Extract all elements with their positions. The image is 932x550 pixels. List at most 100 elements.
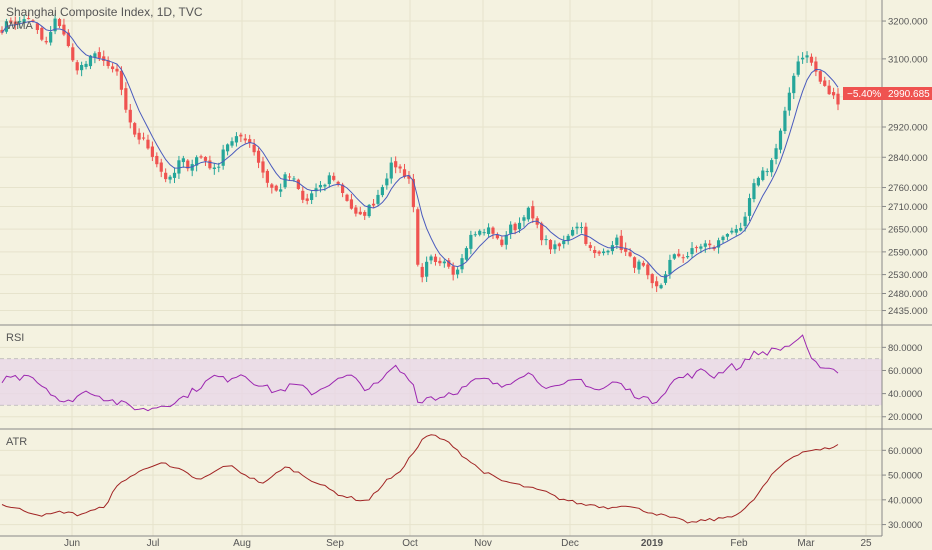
candle-body	[44, 41, 48, 43]
candle-body	[279, 189, 283, 192]
candle-body	[641, 262, 645, 266]
rsi-line	[1, 334, 839, 412]
candle-body	[296, 179, 300, 189]
atr-label: ATR	[6, 436, 28, 448]
candle-body	[823, 80, 827, 86]
x-tick-label: Sep	[326, 538, 344, 549]
candle-body	[783, 110, 787, 132]
candle-body	[478, 230, 482, 235]
candle-body	[619, 235, 623, 250]
candle-body	[522, 217, 526, 221]
candle-body	[500, 239, 504, 246]
candle-body	[628, 252, 632, 257]
candle-body	[562, 240, 566, 245]
candle-body	[637, 261, 641, 270]
wma-label: WMA	[6, 20, 33, 32]
candle-body	[765, 171, 769, 173]
candle-body	[566, 235, 570, 241]
candle-body	[110, 66, 115, 70]
candle-body	[460, 258, 464, 270]
candle-body	[509, 224, 513, 234]
y-tick-label: 60.0000	[888, 446, 922, 457]
candle-body	[349, 199, 354, 209]
candle-body	[62, 24, 66, 35]
candle-body	[146, 139, 150, 149]
candle-body	[588, 245, 592, 248]
candle-body	[336, 181, 340, 184]
candle-body	[792, 75, 796, 94]
candle-body	[261, 161, 265, 173]
candle-body	[796, 61, 800, 75]
x-tick-label: 2019	[641, 538, 664, 549]
candle-body	[831, 92, 836, 96]
candle-body	[672, 254, 676, 259]
candle-body	[71, 47, 75, 61]
candle-body	[150, 146, 154, 157]
candle-body	[168, 176, 172, 180]
candle-body	[301, 190, 305, 200]
last-price-value: 2990.685	[888, 89, 930, 100]
y-tick-label: 2650.000	[888, 225, 928, 236]
candle-body	[504, 234, 508, 245]
candle-body	[345, 194, 349, 201]
y-tick-label: 40.0000	[888, 389, 922, 400]
candle-body	[659, 285, 663, 289]
candle-body	[690, 248, 694, 255]
candle-body	[141, 137, 146, 139]
candle-body	[49, 32, 53, 43]
candle-body	[128, 109, 132, 123]
candles	[0, 12, 840, 293]
last-price-change: −5.40%	[847, 89, 881, 100]
candle-body	[26, 18, 31, 20]
x-tick-label: Mar	[797, 538, 815, 549]
candle-body	[199, 156, 203, 158]
candle-body	[486, 227, 491, 235]
x-tick-label: Jun	[64, 538, 80, 549]
candle-body	[283, 174, 287, 188]
candle-body	[433, 256, 438, 262]
candle-body	[402, 169, 407, 177]
candle-body	[323, 184, 327, 187]
candle-body	[80, 65, 84, 71]
candle-body	[358, 211, 362, 215]
candle-body	[703, 243, 707, 247]
candle-body	[725, 233, 730, 237]
candle-body	[575, 226, 579, 229]
y-tick-label: 2710.000	[888, 202, 928, 213]
candle-body	[248, 139, 252, 143]
candle-body	[801, 57, 805, 60]
candle-body	[836, 93, 840, 105]
candle-body	[557, 243, 561, 247]
candle-body	[398, 166, 402, 169]
candle-body	[93, 53, 97, 58]
last-price-marker	[843, 87, 882, 100]
grid	[0, 0, 882, 536]
candle-body	[137, 132, 141, 140]
candle-body	[708, 243, 712, 246]
candle-body	[579, 227, 584, 229]
candle-body	[234, 136, 239, 143]
candle-body	[106, 60, 110, 67]
candle-body	[482, 232, 486, 234]
candle-body	[332, 175, 336, 180]
candle-body	[601, 251, 606, 254]
atr-line	[1, 434, 839, 524]
candle-body	[88, 55, 93, 67]
candle-body	[354, 207, 358, 214]
candle-body	[318, 184, 323, 188]
candle-body	[778, 130, 783, 150]
candle-body	[495, 234, 500, 239]
candle-body	[314, 188, 318, 192]
candle-body	[730, 230, 734, 233]
candle-body	[548, 239, 553, 250]
candle-body	[420, 266, 424, 278]
candle-body	[455, 269, 460, 275]
candle-body	[438, 260, 442, 264]
y-tick-label: 20.0000	[888, 412, 922, 423]
candle-body	[597, 251, 601, 254]
candle-body	[225, 144, 230, 152]
candle-body	[743, 216, 747, 227]
x-tick-label: Nov	[474, 538, 492, 549]
candle-body	[385, 178, 389, 186]
candle-body	[531, 206, 535, 219]
